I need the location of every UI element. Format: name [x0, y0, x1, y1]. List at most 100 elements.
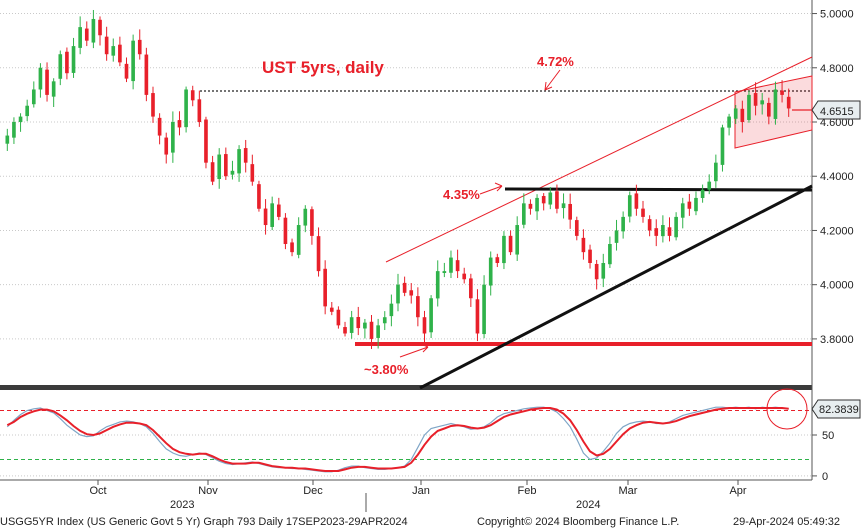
x-tick-label: Feb	[518, 485, 537, 497]
rsi-fast-line	[6, 406, 789, 473]
price-tick-label: 3.8000	[820, 334, 854, 346]
candle-body	[767, 102, 771, 117]
candles	[5, 9, 791, 349]
candle-body	[151, 93, 155, 117]
candle-body	[469, 278, 473, 299]
rsi-highlight-circle	[766, 388, 808, 430]
candle-body	[84, 28, 89, 41]
candle-body	[164, 137, 169, 155]
candle-body	[680, 203, 685, 218]
candle-body	[124, 63, 129, 79]
candle-body	[363, 322, 367, 329]
annotation-380: ~3.80%	[364, 362, 409, 377]
rsi-tick-label: 50	[822, 430, 834, 442]
x-tick-label: Dec	[303, 485, 323, 497]
rsi-lines	[6, 406, 789, 473]
candle-body	[449, 257, 453, 273]
x-tick-label: Oct	[89, 485, 106, 497]
candle-body	[720, 127, 725, 165]
candle-body	[230, 170, 235, 175]
candle-body	[614, 230, 619, 243]
candle-body	[601, 262, 606, 279]
candle-body	[700, 189, 705, 199]
price-tick-label: 4.0000	[820, 280, 854, 292]
candle-body	[157, 117, 162, 136]
candle-body	[131, 40, 135, 82]
candle-body	[416, 296, 420, 318]
candle-body	[283, 217, 288, 245]
candle-body	[65, 51, 69, 74]
footer-center: Copyright© 2024 Bloomberg Finance L.P.	[477, 516, 679, 528]
candle-body	[210, 162, 215, 182]
candle-body	[336, 309, 341, 326]
candle-body	[714, 162, 718, 182]
candle-body	[144, 54, 149, 95]
price-tick-label: 4.2000	[820, 225, 854, 237]
candle-body	[204, 119, 208, 163]
last-rsi-tag: 82.3839	[811, 399, 861, 419]
candle-body	[727, 116, 731, 128]
rsi-tick-label: 0	[822, 471, 828, 483]
chart-title: UST 5yrs, daily	[262, 58, 384, 77]
candle-body	[740, 108, 745, 123]
channel-upper-line	[385, 56, 813, 263]
candle-body	[760, 100, 765, 105]
candle-body	[548, 192, 553, 205]
candle-body	[786, 96, 791, 109]
candle-body	[667, 227, 672, 236]
candle-body	[555, 191, 559, 209]
candle-body	[409, 290, 414, 296]
price-tick-label: 4.6000	[820, 117, 854, 129]
candle-body	[51, 81, 56, 97]
candle-body	[515, 225, 520, 255]
candle-body	[581, 237, 586, 253]
candle-body	[528, 203, 533, 209]
candle-body	[12, 122, 16, 138]
candle-body	[31, 89, 36, 105]
candle-body	[780, 90, 784, 95]
candle-body	[561, 203, 566, 209]
last-rsi-label: 82.3839	[819, 404, 859, 416]
candle-body	[647, 219, 652, 231]
candle-body	[654, 228, 659, 236]
candle-body	[91, 18, 96, 43]
candle-body	[773, 89, 778, 119]
candle-body	[588, 249, 592, 263]
candle-body	[627, 195, 632, 217]
candle-body	[18, 116, 23, 122]
candle-body	[488, 257, 493, 286]
candle-body	[118, 44, 122, 63]
last-price-tag: 4.6515	[811, 100, 861, 120]
candle-body	[376, 325, 380, 338]
x-tick-label: Mar	[619, 485, 638, 497]
rsi-slow-line	[6, 407, 789, 472]
candle-body	[687, 201, 692, 209]
candle-body	[296, 225, 301, 255]
candle-body	[389, 303, 394, 317]
candle-body	[276, 204, 281, 217]
price-axis-ticks: 5.0000 4.8000 4.6000 4.4000 4.2000 4.0000 3.80…	[812, 9, 854, 346]
candle-body	[369, 321, 374, 339]
candle-body	[58, 54, 63, 79]
candle-body	[290, 242, 294, 253]
x-tick-label: Nov	[198, 485, 218, 497]
candle-body	[5, 135, 10, 144]
candle-body	[753, 93, 758, 106]
candle-body	[621, 216, 625, 232]
candle-body	[263, 208, 268, 226]
candle-body	[455, 260, 460, 272]
candle-body	[25, 105, 29, 117]
candle-body	[442, 271, 447, 274]
candle-body	[310, 209, 314, 236]
x-year-2024: 2024	[576, 499, 600, 511]
candle-body	[535, 197, 539, 212]
candle-body	[495, 257, 500, 263]
candle-body	[177, 120, 182, 128]
candle-body	[45, 69, 49, 95]
candle-body	[323, 268, 327, 307]
candle-body	[111, 46, 116, 56]
candle-body	[608, 244, 612, 265]
candle-body	[171, 122, 175, 153]
candle-body	[641, 208, 645, 217]
